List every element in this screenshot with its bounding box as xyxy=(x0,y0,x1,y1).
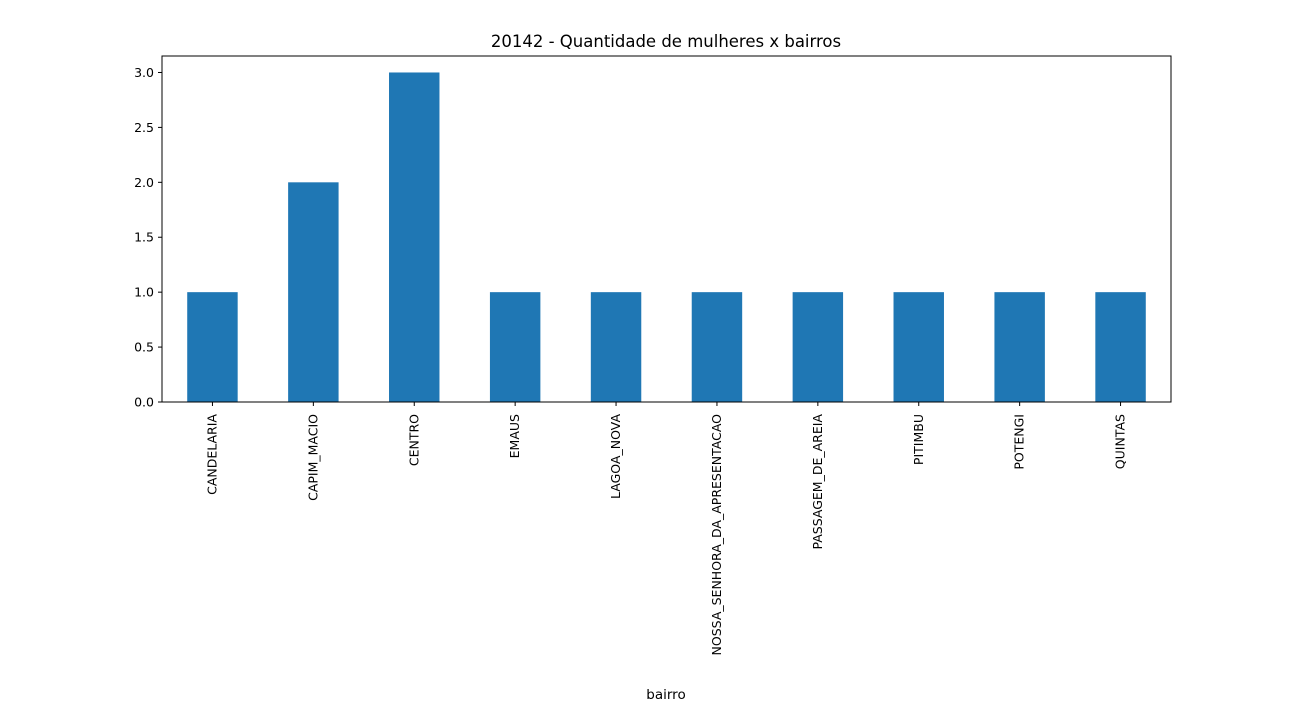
x-tick-label: EMAUS xyxy=(507,414,522,458)
x-tick-label: CANDELARIA xyxy=(204,414,219,495)
x-tick-label: LAGOA_NOVA xyxy=(608,414,623,499)
y-tick-label: 0.5 xyxy=(134,340,154,355)
x-tick-label: NOSSA_SENHORA_DA_APRESENTACAO xyxy=(709,414,724,656)
bar-candelaria xyxy=(187,292,238,402)
x-tick-label: PITIMBU xyxy=(911,414,926,465)
x-tick-label: PASSAGEM_DE_AREIA xyxy=(810,414,825,550)
bar-centro xyxy=(389,72,440,402)
y-tick-label: 3.0 xyxy=(134,65,154,80)
x-axis: CANDELARIA CAPIM_MACIO CENTRO EMAUS LAGOA_NO… xyxy=(204,402,1128,656)
x-tick-label: POTENGI xyxy=(1012,414,1027,470)
bar-capim-macio xyxy=(288,182,339,402)
y-tick-label: 1.0 xyxy=(134,285,154,300)
y-axis: 0.0 0.5 1.0 1.5 2.0 2.5 3.0 xyxy=(134,65,162,410)
x-tick-label: QUINTAS xyxy=(1113,414,1128,469)
y-tick-label: 2.5 xyxy=(134,120,154,135)
bar-lagoa-nova xyxy=(590,292,642,402)
bar-quintas xyxy=(1095,292,1146,402)
x-axis-label: bairro xyxy=(646,687,685,703)
y-tick-label: 0.0 xyxy=(134,395,154,410)
bar-potengi xyxy=(994,292,1045,402)
y-tick-label: 2.0 xyxy=(134,175,154,190)
y-tick-label: 1.5 xyxy=(134,230,154,245)
x-tick-label: CENTRO xyxy=(406,414,421,466)
bars-layer xyxy=(187,72,1146,402)
plot-frame xyxy=(161,55,1172,403)
x-tick-label: CAPIM_MACIO xyxy=(305,414,320,501)
chart-title: 20142 - Quantidade de mulheres x bairros xyxy=(491,32,841,51)
bar-pitimbu xyxy=(893,292,944,402)
bar-nossa-senhora-da-apresentacao xyxy=(691,292,743,402)
bar-emaus xyxy=(489,292,541,402)
bar-passagem-de-areia xyxy=(792,292,844,402)
